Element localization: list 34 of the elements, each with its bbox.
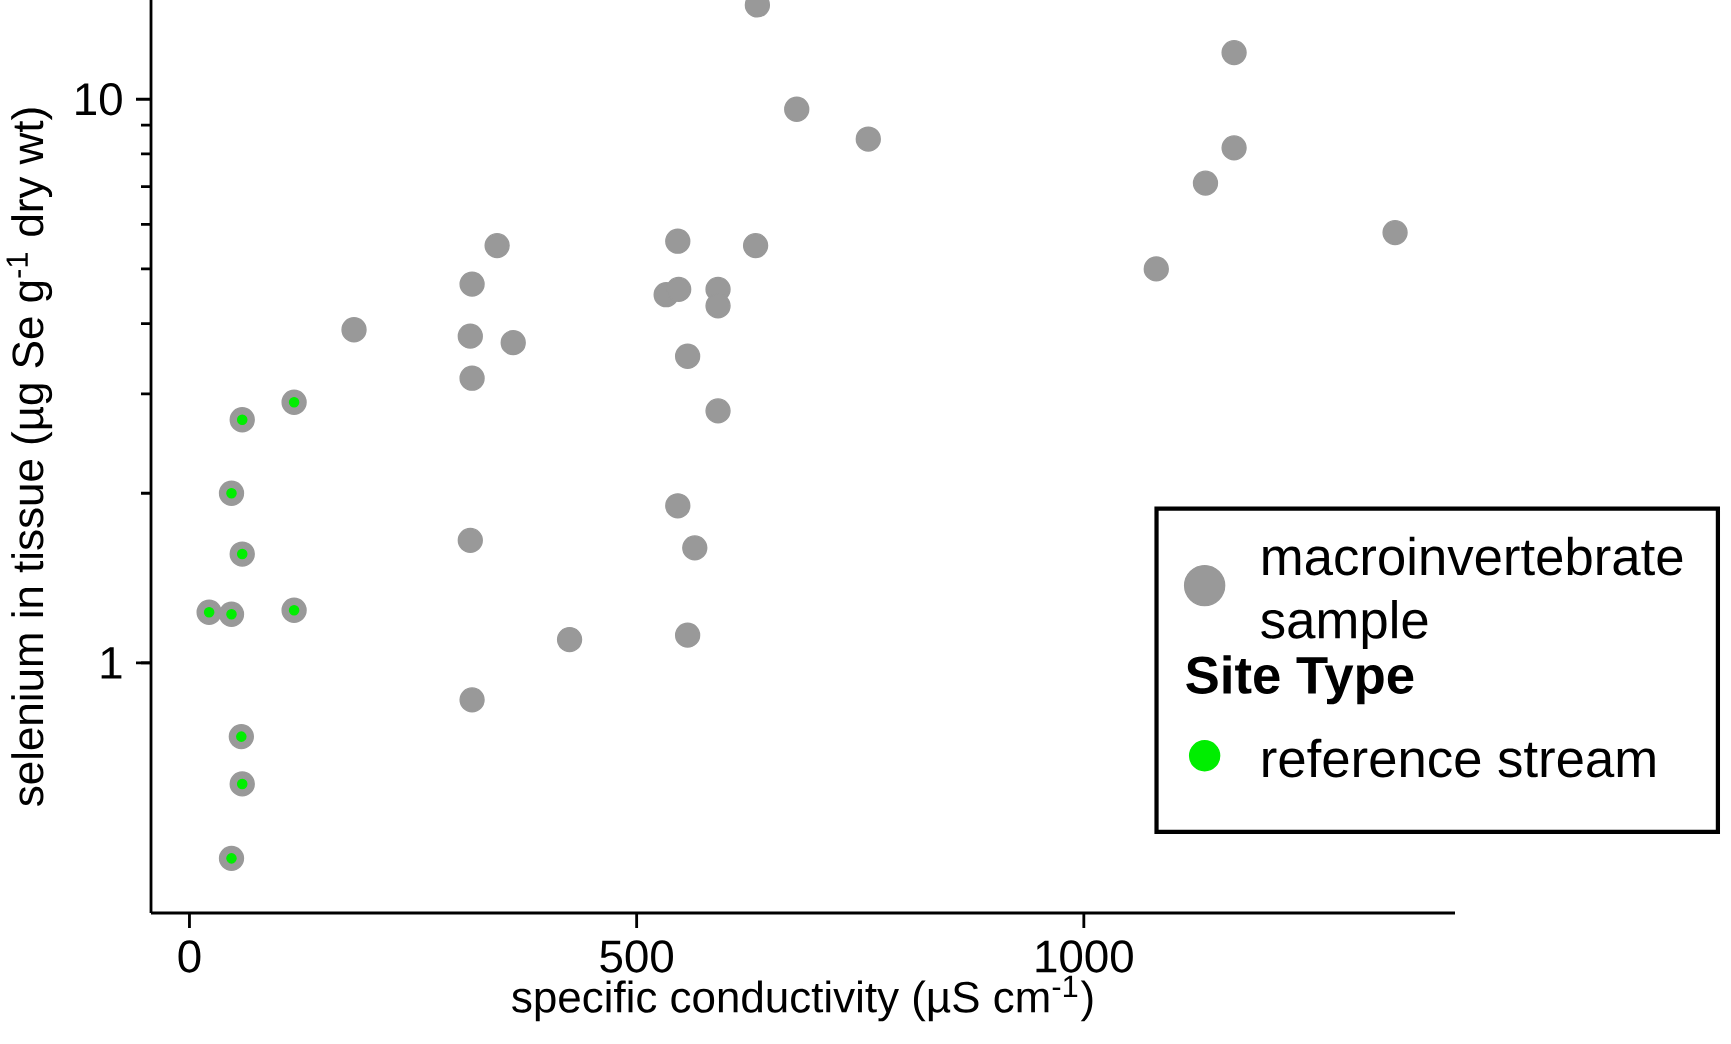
point — [1143, 256, 1169, 282]
point — [1221, 39, 1247, 66]
point — [784, 96, 810, 122]
x-tick-label: 1000 — [1036, 940, 1133, 973]
x-axis-title: specific conductivity (µS cm$^{-1}$) — [512, 975, 1093, 1022]
point — [459, 365, 485, 391]
point — [1382, 219, 1408, 246]
point — [1221, 135, 1247, 161]
point — [665, 493, 691, 519]
point — [674, 343, 701, 369]
legend-title: Site Type — [1186, 655, 1414, 705]
point — [742, 232, 769, 259]
y-axis-title: selenium in tissue (µg Se g$^{-1}$ dry wt) — [6, 108, 53, 807]
point — [556, 626, 583, 653]
x-tick-label: 0 — [178, 940, 201, 973]
point — [855, 126, 881, 152]
point — [484, 232, 510, 259]
y-tick-label: 1 — [101, 647, 122, 679]
x-tick-label: 500 — [600, 940, 673, 973]
point — [341, 317, 367, 343]
point — [457, 527, 483, 553]
point — [459, 271, 485, 297]
y-tick-label: 10 — [76, 83, 122, 116]
point — [665, 228, 691, 254]
point — [666, 276, 692, 302]
point — [705, 398, 731, 424]
point — [500, 329, 526, 356]
point — [682, 535, 708, 561]
point — [674, 622, 701, 648]
point — [1192, 170, 1219, 196]
legend-label: macroinvertebrate sample — [1261, 536, 1683, 650]
point — [457, 323, 483, 349]
legend-label: reference stream — [1263, 738, 1655, 778]
point — [459, 687, 485, 713]
